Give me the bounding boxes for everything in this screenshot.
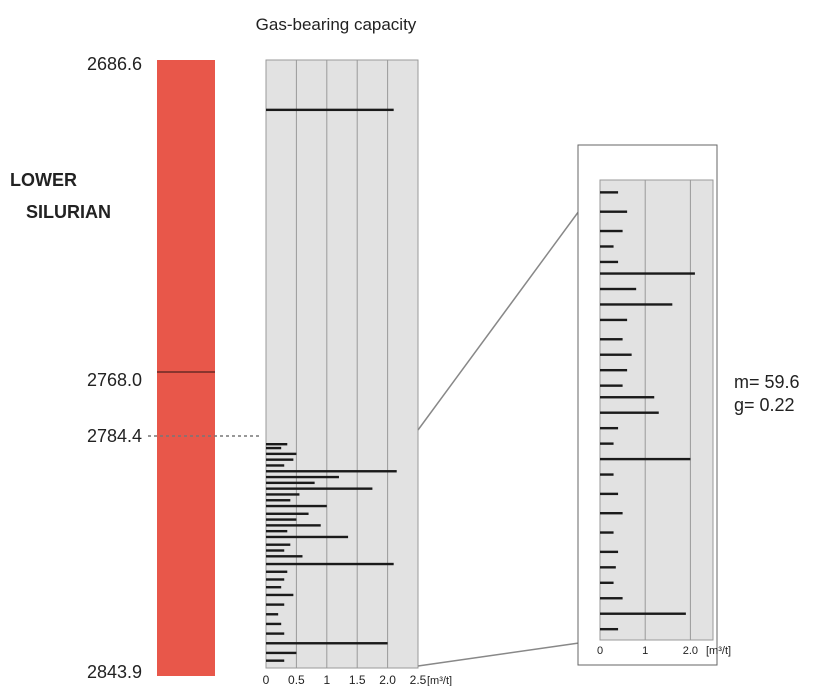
main-gridlines: [295, 60, 389, 668]
capacity-bar: [600, 442, 614, 445]
capacity-bar: [600, 627, 619, 631]
capacity-bar: [266, 651, 297, 655]
capacity-bar: [266, 487, 373, 490]
capacity-bar: [600, 531, 614, 534]
capacity-bar: [600, 338, 623, 341]
capacity-bar: [600, 566, 616, 569]
depth-label-top: 2686.6: [87, 54, 142, 74]
capacity-bar: [600, 512, 623, 515]
formation-column: [157, 60, 215, 676]
capacity-bar: [600, 229, 623, 233]
capacity-bar: [600, 581, 614, 584]
capacity-bar: [266, 632, 285, 635]
capacity-bar: [266, 603, 285, 606]
capacity-bar: [600, 411, 659, 414]
capacity-bar: [266, 570, 288, 573]
inset-plot-background: [599, 179, 714, 641]
capacity-bar: [266, 622, 282, 626]
capacity-bar: [266, 518, 297, 521]
capacity-bar: [600, 492, 619, 496]
capacity-bar: [600, 303, 673, 306]
x-tick-label: 0.5: [288, 673, 305, 686]
stat-m: m= 59.6: [734, 372, 800, 392]
capacity-bar: [600, 368, 628, 372]
capacity-bar: [266, 543, 291, 546]
capacity-bar: [266, 642, 388, 645]
capacity-bar: [600, 426, 619, 430]
capacity-bar: [600, 287, 637, 291]
depth-label-zoom-start: 2784.4: [87, 426, 142, 446]
capacity-bar: [266, 659, 285, 662]
capacity-bar: [600, 597, 623, 600]
capacity-bar: [266, 512, 309, 515]
capacity-bar: [600, 396, 655, 399]
capacity-bar: [266, 493, 300, 496]
inset-x-ticks: 0 1 2.0: [597, 645, 698, 657]
capacity-bar: [266, 108, 394, 112]
capacity-bar: [266, 524, 321, 527]
chart-title: Gas-bearing capacity: [256, 15, 417, 34]
capacity-bar: [266, 613, 279, 616]
x-tick-label: 0: [263, 673, 270, 686]
depth-label-boundary: 2768.0: [87, 370, 142, 390]
stat-g: g= 0.22: [734, 395, 795, 415]
inset-gridlines: [644, 180, 691, 640]
capacity-bar: [266, 555, 303, 558]
formation-label-line1: LOWER: [10, 170, 77, 190]
main-x-ticks: 0 0.5 1 1.5 2.0 2.5: [263, 673, 427, 686]
capacity-bar: [266, 529, 288, 533]
x-tick-label: 0: [597, 645, 603, 657]
capacity-bar: [266, 475, 339, 479]
capacity-bar: [600, 318, 628, 322]
capacity-bar: [266, 481, 315, 485]
capacity-bar: [266, 499, 291, 502]
capacity-bar: [600, 191, 619, 194]
capacity-bar: [266, 443, 288, 446]
x-tick-label: 2.0: [683, 645, 698, 657]
capacity-bar: [600, 210, 628, 213]
capacity-bar: [600, 272, 695, 275]
x-tick-label: 2.0: [379, 673, 396, 686]
inset-unit-label: [m³/t]: [706, 645, 731, 657]
x-tick-label: 1: [642, 645, 648, 657]
main-unit-label: [m³/t]: [427, 675, 452, 686]
depth-label-bottom: 2843.9: [87, 662, 142, 682]
x-tick-label: 1: [323, 673, 330, 686]
capacity-bar: [600, 612, 686, 615]
capacity-bar: [266, 593, 294, 597]
capacity-bar: [266, 458, 294, 461]
capacity-bar: [600, 384, 623, 387]
x-tick-label: 2.5: [410, 673, 427, 686]
capacity-bar: [266, 562, 394, 566]
capacity-bar: [266, 578, 285, 581]
capacity-bar: [600, 473, 614, 476]
capacity-bar: [266, 470, 397, 473]
capacity-bar: [600, 353, 632, 356]
main-plot-panel: 0 0.5 1 1.5 2.0 2.5 [m³/t]: [263, 59, 452, 686]
capacity-bar: [600, 457, 691, 461]
capacity-bar: [266, 586, 282, 589]
capacity-bar: [266, 549, 285, 552]
formation-label-line2: SILURIAN: [26, 202, 111, 222]
capacity-bar: [266, 504, 327, 508]
inset-bars: [600, 191, 695, 631]
main-bars: [266, 108, 397, 662]
capacity-bar: [266, 452, 297, 456]
capacity-bar: [266, 464, 285, 467]
x-tick-label: 1.5: [349, 673, 366, 686]
main-plot-background: [265, 59, 419, 669]
capacity-bar: [266, 535, 349, 539]
inset-plot-panel: 0 1 2.0 [m³/t]: [597, 179, 731, 657]
zoom-connector-top: [417, 195, 591, 431]
capacity-bar: [600, 245, 614, 248]
zoom-connector-bottom: [417, 639, 601, 667]
capacity-bar: [600, 550, 619, 554]
capacity-bar: [266, 446, 282, 450]
capacity-bar: [600, 260, 619, 264]
